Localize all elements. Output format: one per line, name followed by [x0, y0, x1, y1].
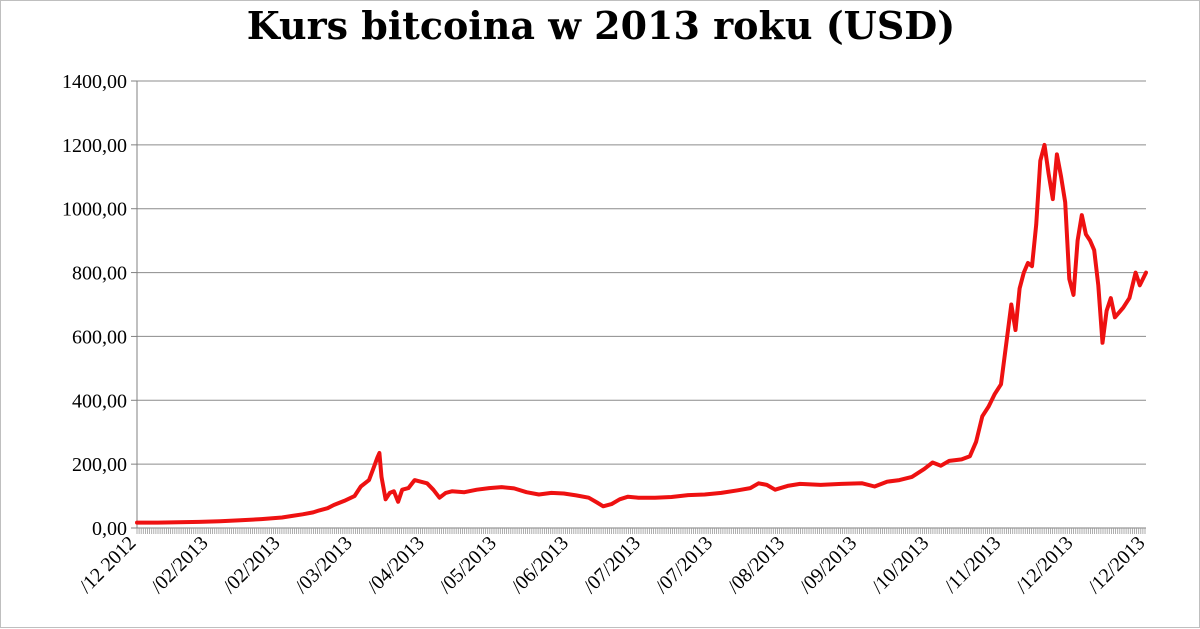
x-tick-label: /02/2013	[147, 532, 213, 598]
x-tick-label: /12/2013	[1084, 532, 1150, 598]
y-tick-label: 800,00	[72, 263, 127, 285]
y-tick-label: 1200,00	[62, 135, 127, 157]
y-tick-label: 0,00	[92, 518, 127, 540]
y-tick-label: 200,00	[72, 454, 127, 476]
y-tick-label: 600,00	[72, 326, 127, 348]
x-tick-label: /06/2013	[507, 532, 573, 598]
x-tick-label: /02/2013	[219, 532, 285, 598]
x-tick-label: /08/2013	[723, 532, 789, 598]
x-tick-label: /05/2013	[435, 532, 501, 598]
y-tick-label: 400,00	[72, 390, 127, 412]
x-tick-label: /07/2013	[651, 532, 717, 598]
x-tick-label: /12/2013	[1012, 532, 1078, 598]
chart-title: Kurs bitcoina w 2013 roku (USD)	[246, 3, 956, 48]
x-tick-label: /11/2013	[940, 532, 1005, 597]
y-tick-label: 1400,00	[62, 71, 127, 93]
price-line	[135, 142, 1148, 525]
x-tick-label: /04/2013	[363, 532, 429, 598]
x-tick-label: /12 2012	[75, 532, 140, 597]
x-tick-label: /10/2013	[867, 532, 933, 598]
x-tick-label: /09/2013	[795, 532, 861, 598]
y-tick-label: 1000,00	[62, 199, 127, 221]
x-tick-label: /03/2013	[291, 532, 357, 598]
x-tick-label: /07/2013	[579, 532, 645, 598]
